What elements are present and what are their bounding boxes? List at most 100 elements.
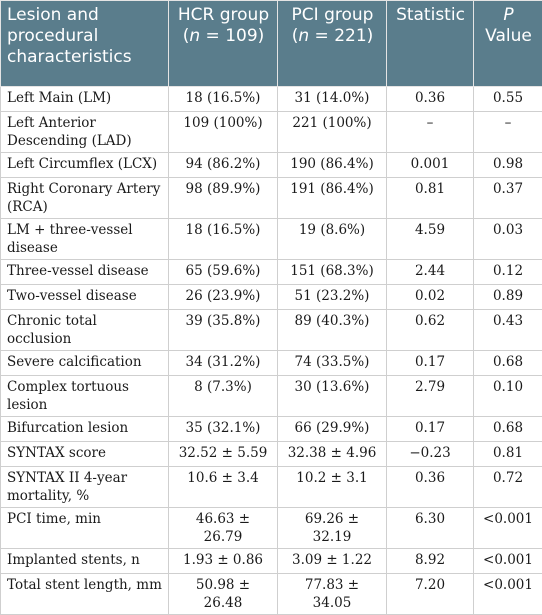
- cell-statistic: 2.79: [387, 376, 474, 417]
- header-pci-label: PCI group: [292, 5, 374, 25]
- cell-p-value: <0.001: [474, 508, 542, 549]
- cell-pci-value: 77.83 ± 34.05: [278, 574, 387, 615]
- cell-hcr-value: 18 (16.5%): [169, 87, 278, 112]
- cell-statistic: 6.30: [387, 508, 474, 549]
- cell-statistic: 0.36: [387, 467, 474, 508]
- cell-hcr-value: 26 (23.9%): [169, 285, 278, 310]
- header-hcr-label: HCR group: [178, 5, 269, 25]
- cell-pci-value: 51 (23.2%): [278, 285, 387, 310]
- cell-pci-value: 89 (40.3%): [278, 310, 387, 351]
- cell-characteristic: LM + three-vessel disease: [1, 219, 169, 260]
- cell-characteristic: Implanted stents, n: [1, 549, 169, 574]
- cell-statistic: 7.20: [387, 574, 474, 615]
- cell-hcr-value: 65 (59.6%): [169, 260, 278, 285]
- table-row: Right Coronary Artery (RCA)98 (89.9%)191…: [1, 178, 542, 219]
- header-characteristics: Lesion and procedural characteristics: [1, 1, 169, 87]
- cell-p-value: 0.81: [474, 442, 542, 467]
- table-row: Left Circumflex (LCX)94 (86.2%)190 (86.4…: [1, 153, 542, 178]
- cell-hcr-value: 109 (100%): [169, 112, 278, 153]
- cell-characteristic: Two-vessel disease: [1, 285, 169, 310]
- cell-pci-value: 19 (8.6%): [278, 219, 387, 260]
- cell-pci-value: 3.09 ± 1.22: [278, 549, 387, 574]
- header-p-var: P: [503, 5, 513, 25]
- cell-pci-value: 191 (86.4%): [278, 178, 387, 219]
- cell-statistic: 2.44: [387, 260, 474, 285]
- cell-p-value: –: [474, 112, 542, 153]
- cell-characteristic: PCI time, min: [1, 508, 169, 549]
- cell-hcr-value: 34 (31.2%): [169, 351, 278, 376]
- cell-statistic: 0.62: [387, 310, 474, 351]
- cell-p-value: 0.68: [474, 417, 542, 442]
- cell-p-value: 0.10: [474, 376, 542, 417]
- header-statistic: Statistic: [387, 1, 474, 87]
- header-hcr-n-var: n: [189, 26, 200, 46]
- cell-pci-value: 151 (68.3%): [278, 260, 387, 285]
- cell-hcr-value: 1.93 ± 0.86: [169, 549, 278, 574]
- cell-hcr-value: 98 (89.9%): [169, 178, 278, 219]
- cell-pci-value: 10.2 ± 3.1: [278, 467, 387, 508]
- cell-p-value: 0.43: [474, 310, 542, 351]
- cell-pci-value: 69.26 ± 32.19: [278, 508, 387, 549]
- cell-hcr-value: 8 (7.3%): [169, 376, 278, 417]
- cell-p-value: 0.03: [474, 219, 542, 260]
- cell-statistic: 0.17: [387, 351, 474, 376]
- header-pci-n-var: n: [298, 26, 309, 46]
- header-row: Lesion and procedural characteristics HC…: [1, 1, 542, 87]
- cell-characteristic: SYNTAX II 4-year mortality, %: [1, 467, 169, 508]
- cell-p-value: 0.12: [474, 260, 542, 285]
- cell-statistic: –: [387, 112, 474, 153]
- cell-p-value: <0.001: [474, 574, 542, 615]
- cell-statistic: 0.001: [387, 153, 474, 178]
- header-p-label: Value: [485, 26, 532, 46]
- cell-characteristic: Left Main (LM): [1, 87, 169, 112]
- cell-pci-value: 221 (100%): [278, 112, 387, 153]
- cell-pci-value: 74 (33.5%): [278, 351, 387, 376]
- cell-characteristic: Three-vessel disease: [1, 260, 169, 285]
- cell-p-value: 0.37: [474, 178, 542, 219]
- cell-hcr-value: 10.6 ± 3.4: [169, 467, 278, 508]
- cell-characteristic: SYNTAX score: [1, 442, 169, 467]
- cell-p-value: <0.001: [474, 549, 542, 574]
- cell-statistic: 0.02: [387, 285, 474, 310]
- cell-characteristic: Left Anterior Descending (LAD): [1, 112, 169, 153]
- table-row: Left Anterior Descending (LAD)109 (100%)…: [1, 112, 542, 153]
- cell-pci-value: 190 (86.4%): [278, 153, 387, 178]
- cell-hcr-value: 39 (35.8%): [169, 310, 278, 351]
- cell-hcr-value: 94 (86.2%): [169, 153, 278, 178]
- cell-statistic: 0.81: [387, 178, 474, 219]
- cell-pci-value: 31 (14.0%): [278, 87, 387, 112]
- cell-statistic: 8.92: [387, 549, 474, 574]
- header-pci-n-suffix: = 221): [309, 26, 373, 46]
- cell-characteristic: Chronic total occlusion: [1, 310, 169, 351]
- cell-statistic: 0.17: [387, 417, 474, 442]
- cell-hcr-value: 46.63 ± 26.79: [169, 508, 278, 549]
- cell-p-value: 0.55: [474, 87, 542, 112]
- cell-hcr-value: 35 (32.1%): [169, 417, 278, 442]
- cell-characteristic: Total stent length, mm: [1, 574, 169, 615]
- cell-pci-value: 30 (13.6%): [278, 376, 387, 417]
- cell-characteristic: Severe calcification: [1, 351, 169, 376]
- cell-characteristic: Left Circumflex (LCX): [1, 153, 169, 178]
- cell-statistic: −0.23: [387, 442, 474, 467]
- header-hcr-n-suffix: = 109): [200, 26, 264, 46]
- cell-pci-value: 66 (29.9%): [278, 417, 387, 442]
- cell-characteristic: Right Coronary Artery (RCA): [1, 178, 169, 219]
- cell-p-value: 0.89: [474, 285, 542, 310]
- cell-p-value: 0.98: [474, 153, 542, 178]
- cell-p-value: 0.68: [474, 351, 542, 376]
- cell-statistic: 0.36: [387, 87, 474, 112]
- data-table-container: Lesion and procedural characteristics HC…: [0, 0, 542, 589]
- cell-characteristic: Complex tortuous lesion: [1, 376, 169, 417]
